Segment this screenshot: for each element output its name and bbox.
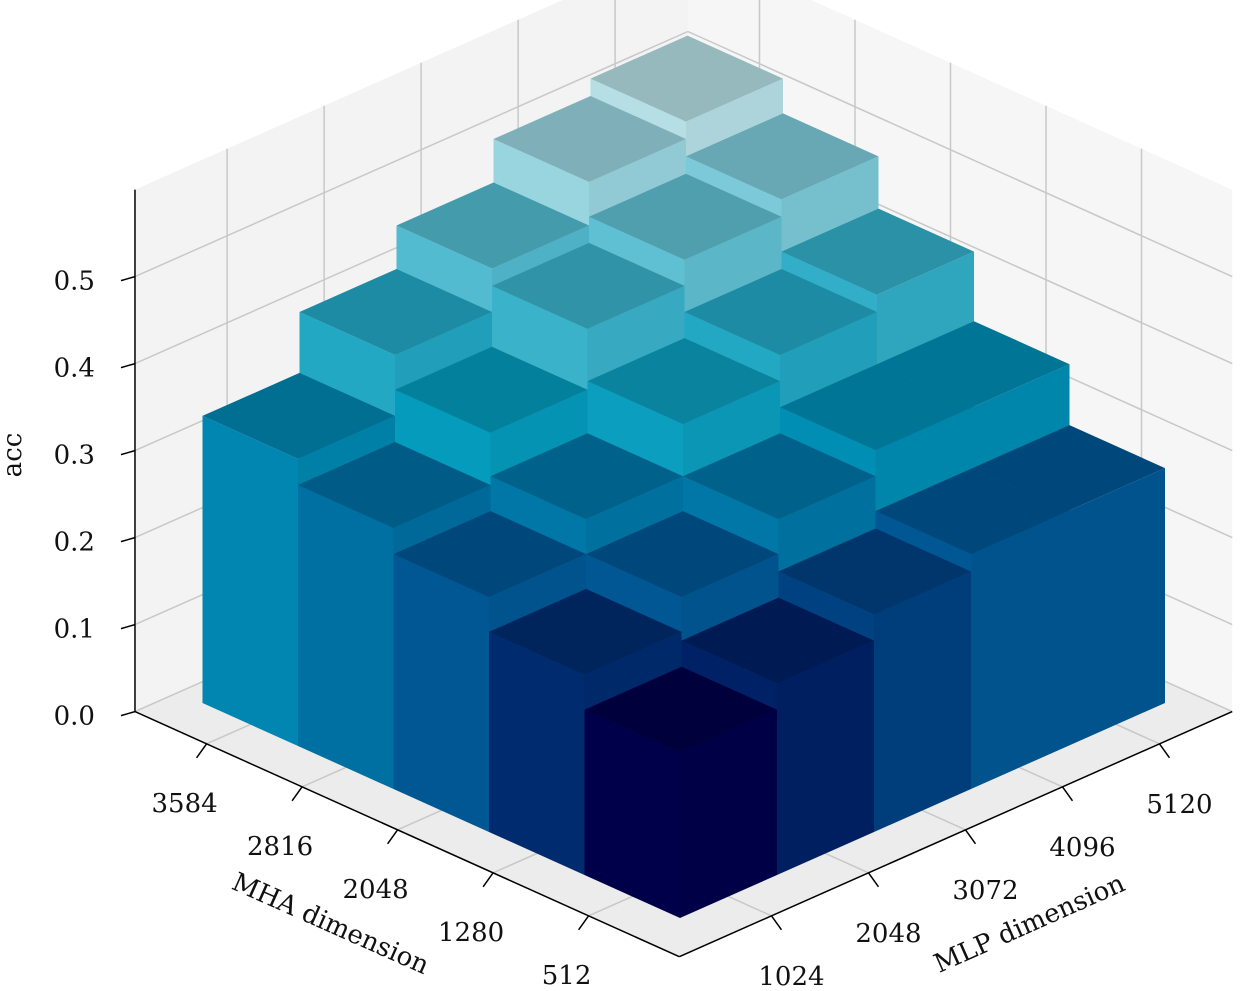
x-tick bbox=[291, 786, 303, 802]
bar-top-face bbox=[298, 442, 491, 528]
z-tick bbox=[120, 275, 136, 282]
x-tick-label: 3584 bbox=[152, 789, 218, 819]
z-tick bbox=[120, 449, 136, 456]
bar-top-face bbox=[299, 269, 492, 355]
bar-top-face bbox=[586, 511, 779, 598]
bar-top-face bbox=[781, 208, 974, 295]
bar-top-face bbox=[686, 113, 879, 200]
y-tick-label: 2048 bbox=[855, 919, 921, 949]
y-tick-label: 5120 bbox=[1146, 790, 1212, 820]
z-tick bbox=[120, 362, 136, 369]
y-tick-label: 4096 bbox=[1049, 833, 1115, 863]
bar-left-face bbox=[489, 631, 585, 875]
bar-top-face bbox=[589, 173, 782, 260]
bar-top-face bbox=[780, 364, 973, 451]
y-tick bbox=[1061, 786, 1074, 802]
x-tick-label: 1280 bbox=[438, 918, 504, 948]
y-tick-label: 1024 bbox=[758, 962, 824, 991]
y-tick bbox=[964, 829, 977, 845]
bar-right-face bbox=[971, 511, 1068, 789]
bar-top-face bbox=[202, 372, 395, 459]
bar-left-face bbox=[393, 554, 489, 832]
bar-top-face bbox=[778, 528, 971, 615]
bar-left-face bbox=[298, 485, 394, 789]
bar-top-face bbox=[683, 433, 876, 520]
z-tick-label: 0.5 bbox=[54, 267, 95, 297]
bar-top-face bbox=[395, 346, 588, 433]
bar-top-face bbox=[584, 666, 777, 753]
y-tick bbox=[867, 872, 880, 888]
x-tick bbox=[482, 872, 494, 888]
bar-top-face bbox=[681, 597, 874, 684]
z-tick-label: 0.3 bbox=[54, 441, 95, 471]
bar-top-face bbox=[396, 182, 589, 269]
x-tick-label: 2048 bbox=[343, 875, 409, 905]
z-tick-label: 0.1 bbox=[54, 615, 95, 645]
bar-top-face bbox=[684, 269, 877, 355]
bar-right-face bbox=[874, 571, 971, 832]
x-tick bbox=[577, 915, 590, 931]
x-tick-label: 512 bbox=[542, 961, 592, 991]
bar-top-face bbox=[489, 588, 682, 675]
bar-left-face bbox=[584, 709, 680, 918]
x-tick bbox=[195, 743, 208, 759]
y-tick-label: 3072 bbox=[952, 876, 1018, 906]
y-tick bbox=[1158, 743, 1171, 759]
bar-top-face bbox=[972, 425, 1165, 512]
z-tick bbox=[120, 536, 136, 543]
bar-top-face bbox=[490, 433, 683, 520]
y-tick bbox=[770, 915, 783, 931]
z-axis-label: acc bbox=[0, 433, 28, 478]
x-tick bbox=[386, 829, 399, 845]
y-axis bbox=[679, 710, 1233, 958]
z-tick-label: 0.2 bbox=[54, 528, 95, 558]
bar-top-face bbox=[590, 35, 783, 122]
bar-top-face bbox=[493, 96, 686, 182]
bar-top-face bbox=[875, 468, 1068, 555]
bar-right-face bbox=[1068, 468, 1165, 746]
x-tick-label: 2816 bbox=[247, 832, 313, 862]
bar-top-face bbox=[393, 511, 586, 598]
bar-right-face bbox=[777, 640, 874, 875]
z-tick-label: 0.0 bbox=[54, 702, 95, 732]
bar-left-face bbox=[202, 415, 298, 746]
x-axis bbox=[134, 710, 680, 958]
bar-right-face bbox=[680, 709, 777, 918]
z-tick-label: 0.4 bbox=[54, 354, 95, 384]
bar-top-face bbox=[877, 321, 1070, 408]
z-tick bbox=[120, 710, 136, 717]
bar-top-face bbox=[492, 242, 685, 329]
z-tick bbox=[120, 623, 136, 630]
bar-top-face bbox=[587, 338, 780, 425]
